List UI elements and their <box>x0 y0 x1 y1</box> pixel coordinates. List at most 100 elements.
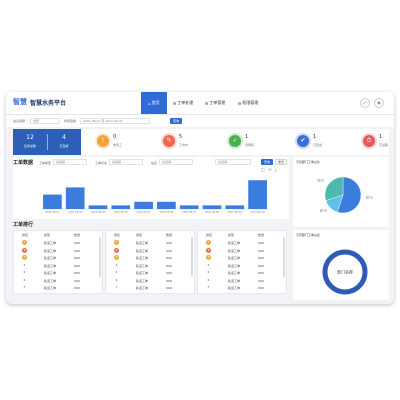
ranking-type: 轨道工单 <box>136 256 149 260</box>
pie-slice[interactable] <box>337 176 362 214</box>
site-filter-select[interactable]: 请选择 <box>159 159 193 165</box>
nav-tab-0[interactable]: ⌂ 首页 <box>141 92 167 114</box>
bar[interactable] <box>179 205 199 209</box>
ranking-row[interactable]: 7 轨道工单 999 <box>198 285 286 293</box>
ranking-count: 999 <box>258 263 264 268</box>
medal-icon: 1 <box>206 240 211 245</box>
stat-status-icon: ! <box>97 135 109 147</box>
medal-icon: 3 <box>206 255 211 260</box>
nav-tab-1[interactable]: ⚙ 工单处理 <box>168 92 198 114</box>
bar[interactable] <box>157 201 176 209</box>
pie-slice[interactable] <box>324 176 344 201</box>
ranking-list: 排名 类型 数量 1 轨道工单 999 2 轨道工单 999 3 轨道工单 999 4 轨道工单 999 5 轨… <box>13 230 103 294</box>
x-tick-label: 2021-08-01 <box>45 211 59 214</box>
orders-query-button[interactable]: 查询 <box>261 159 273 165</box>
ranking-row[interactable]: 3 轨道工单 999 <box>198 255 286 263</box>
ranking-row[interactable]: 1 轨道工单 999 <box>106 240 194 248</box>
ranking-count: 999 <box>74 248 80 253</box>
ranking-row[interactable]: 7 轨道工单 999 <box>14 285 102 293</box>
ranking-row[interactable]: 5 轨道工单 999 <box>198 270 286 278</box>
user-icon[interactable]: ◉ <box>374 98 384 108</box>
order-status-label: 工单状态 <box>95 161 108 165</box>
search-button[interactable]: 查询 <box>170 118 182 124</box>
ranking-type: 轨道工单 <box>44 278 57 283</box>
x-tick-label: 2021-08-10 <box>251 211 265 214</box>
bar[interactable] <box>248 180 267 209</box>
ranking-type: 轨道工单 <box>44 241 57 245</box>
date-filter-input[interactable]: 请选择 <box>215 159 251 165</box>
ranking-header-cell: 类型 <box>136 233 143 237</box>
ranking-count: 999 <box>74 241 80 245</box>
date-range-input[interactable]: 2021-08-01 至 2021-08-31 <box>80 118 150 124</box>
scrollbar[interactable] <box>191 237 193 277</box>
fullscreen-icon[interactable]: ⤢ <box>360 98 370 108</box>
bar[interactable] <box>225 205 245 209</box>
ranking-row[interactable]: 6 轨道工单 999 <box>14 278 102 286</box>
ranking-row[interactable]: 2 轨道工单 999 <box>14 247 102 256</box>
bar[interactable] <box>88 205 108 209</box>
chart-toolbar-icons[interactable]: ◫ ⟲ ⤓ <box>261 167 278 172</box>
ranking-list: 排名 类型 数量 1 轨道工单 999 2 轨道工单 999 3 轨道工单 999 4 轨道工单 999 5 轨… <box>197 230 287 294</box>
bar[interactable] <box>134 201 153 209</box>
ranking-row[interactable]: 2 轨道工单 999 <box>198 247 286 256</box>
ranking-row[interactable]: 6 轨道工单 999 <box>106 278 194 286</box>
orders-title: 工单数据 <box>13 160 34 166</box>
nav-tab-3[interactable]: ⚙ 权限管理 <box>232 92 264 114</box>
ranking-row[interactable]: 2 轨道工单 999 <box>106 247 194 256</box>
stats-row: 12 任务总数 4 已完成 ! 0 未到工 ✎ 5 工作中 ✓ 1 待审核 ✔ 1 已完成 ⏱ 1 已逾期 <box>13 129 389 155</box>
x-tick-label: 2021-08-04 <box>114 211 128 214</box>
nav-tab-2[interactable]: ⚙ 工单管理 <box>200 92 230 114</box>
donut-ring <box>322 249 368 295</box>
ranking-title: 工单排行 <box>13 222 34 228</box>
ranking-type: 轨道工单 <box>228 286 241 290</box>
site-filter-label: 站点 <box>151 161 158 165</box>
x-tick-label: 2021-08-08 <box>205 211 219 214</box>
bar[interactable] <box>65 187 85 209</box>
ranking-row[interactable]: 1 轨道工单 999 <box>198 240 286 248</box>
x-tick-label: 2021-08-09 <box>228 211 242 214</box>
scrollbar[interactable] <box>283 237 285 277</box>
stat-label: 未到工 <box>113 143 123 147</box>
ranking-row[interactable]: 4 轨道工单 999 <box>198 263 286 271</box>
ranking-row[interactable]: 5 轨道工单 999 <box>14 270 102 278</box>
ranking-row[interactable]: 3 轨道工单 999 <box>106 255 194 263</box>
ranking-row[interactable]: 7 轨道工单 999 <box>106 285 194 293</box>
bar[interactable] <box>111 205 131 209</box>
ranking-count: 999 <box>258 248 264 253</box>
bar[interactable] <box>202 205 222 209</box>
top-navigation-bar: 智慧 智慧水务平台 ⌂ 首页 ⚙ 工单处理 ⚙ 工单管理 ⚙ 权限管理 ⤢ ◉ <box>6 92 394 115</box>
ranking-row[interactable]: 1 轨道工单 999 <box>14 240 102 248</box>
ranking-type: 轨道工单 <box>228 271 241 275</box>
medal-icon: 1 <box>114 240 119 245</box>
ranking-type: 轨道工单 <box>136 278 149 283</box>
ranking-row[interactable]: 6 轨道工单 999 <box>198 278 286 286</box>
stat-value: 1 <box>313 134 317 140</box>
ranking-type: 轨道工单 <box>136 263 149 268</box>
ranking-row[interactable]: 4 轨道工单 999 <box>106 263 194 271</box>
nav-tab-label: 首页 <box>151 100 160 105</box>
x-tick-label: 2021-08-05 <box>137 211 151 214</box>
medal-icon: 2 <box>206 247 211 253</box>
gear-icon: ⚙ <box>237 100 242 106</box>
orders-reset-button[interactable]: 重置 <box>275 159 287 165</box>
site-label: 站点选择 <box>13 119 26 123</box>
time-label: 时间选择 <box>64 119 77 123</box>
task-done-label: 已完成 <box>59 144 69 148</box>
ranking-type: 轨道工单 <box>136 286 149 290</box>
bar[interactable] <box>43 194 62 209</box>
order-type-select[interactable]: 请选择 <box>53 159 87 165</box>
x-tick-label: 2021-08-03 <box>91 211 105 214</box>
order-status-select[interactable]: 请选择 <box>109 159 143 165</box>
ranking-row[interactable]: 3 轨道工单 999 <box>14 255 102 263</box>
rank-number: 7 <box>207 285 210 289</box>
ranking-type: 轨道工单 <box>228 248 241 253</box>
ranking-row[interactable]: 4 轨道工单 999 <box>14 263 102 271</box>
divider <box>47 134 48 150</box>
site-select[interactable]: 全部 <box>30 118 60 124</box>
scrollbar[interactable] <box>99 237 101 277</box>
rank-number: 4 <box>207 262 210 267</box>
stat-value: 1 <box>245 134 249 140</box>
task-total-label: 任务总数 <box>23 144 36 148</box>
ranking-row[interactable]: 5 轨道工单 999 <box>106 270 194 278</box>
stat-card: ⏱ 1 已逾期 <box>361 129 394 155</box>
